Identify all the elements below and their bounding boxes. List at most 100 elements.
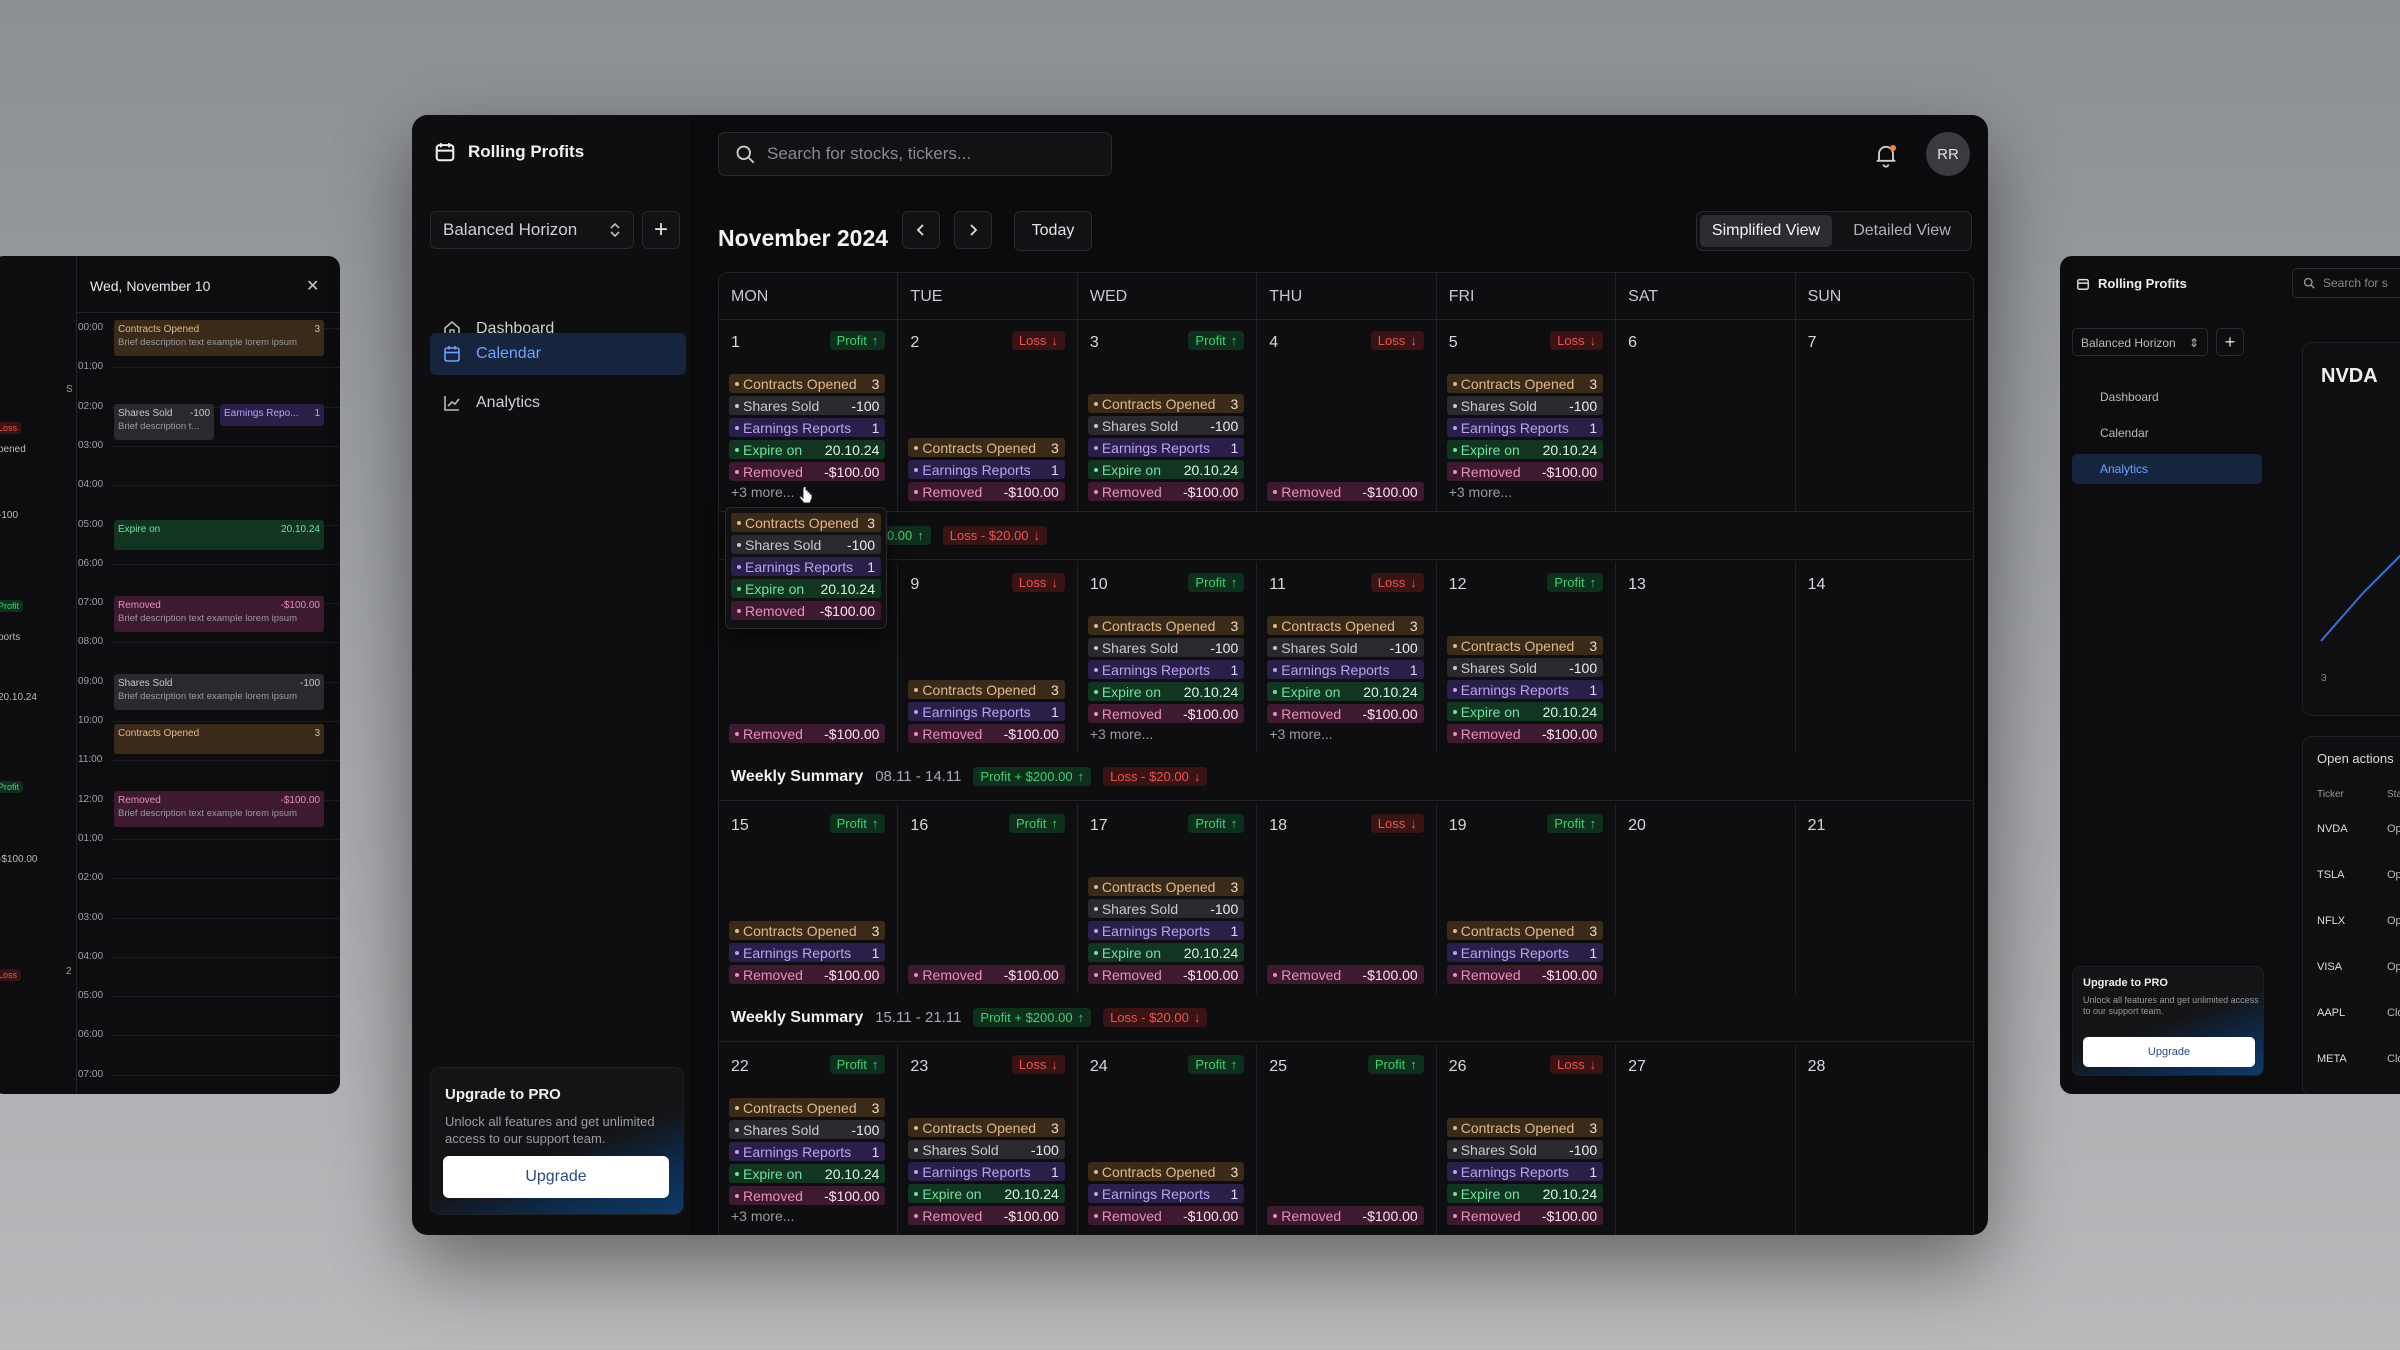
day-cell[interactable]: 9 Loss ↓ Contracts Opened 3 Earnings Reports 1… [898, 562, 1078, 754]
day-cell[interactable]: 15 Profit ↑ Contracts Opened 3 Earnings Repor… [719, 803, 899, 995]
item-er[interactable]: Earnings Reports 1 [1087, 660, 1245, 679]
day-cell[interactable]: 23 Loss ↓ Contracts Opened 3 Shares Sold -100 E… [898, 1044, 1078, 1235]
day-cell[interactable]: 12 Profit ↑ Contracts Opened 3 Shares Sold -10… [1436, 562, 1617, 754]
item-ex[interactable]: Expire on 20.10.24 [731, 579, 881, 598]
item-rm[interactable]: Removed -$100.00 [1267, 704, 1424, 723]
item-rm[interactable]: Removed -$100.00 [1446, 965, 1604, 984]
upgrade-button[interactable]: Upgrade [443, 1156, 669, 1198]
item-co[interactable]: Contracts Opened 3 [908, 680, 1065, 699]
item-ss[interactable]: Shares Sold -100 [1087, 416, 1245, 435]
item-ex[interactable]: Expire on 20.10.24 [1087, 460, 1245, 479]
sidebar-item-analytics[interactable]: Analytics [430, 382, 686, 424]
item-ss[interactable]: Shares Sold -100 [729, 1120, 886, 1139]
item-co[interactable]: Contracts Opened 3 [1446, 374, 1604, 393]
rp-nav-dashboard[interactable]: Dashboard [2100, 390, 2159, 404]
day-cell[interactable]: 10 Profit ↑ Contracts Opened 3 Shares Sold -10… [1077, 562, 1258, 754]
day-cell[interactable]: 14 [1795, 562, 1973, 754]
item-ex[interactable]: Expire on 20.10.24 [1087, 943, 1245, 962]
add-portfolio-button[interactable]: + [642, 211, 680, 249]
rp-nav-analytics[interactable]: Analytics [2072, 454, 2262, 484]
item-rm[interactable]: Removed -$100.00 [1087, 704, 1245, 723]
item-rm[interactable]: Removed -$100.00 [729, 965, 886, 984]
item-rm[interactable]: Removed -$100.00 [729, 462, 886, 481]
sidebar-item-calendar[interactable]: Calendar [430, 333, 686, 375]
close-icon[interactable]: ✕ [306, 278, 320, 295]
item-co[interactable]: Contracts Opened 3 [908, 438, 1065, 457]
item-er[interactable]: Earnings Reports 1 [908, 460, 1065, 479]
day-cell[interactable]: 1 Profit ↑ Contracts Opened 3 Shares Sold -100… [719, 320, 899, 512]
item-ss[interactable]: Shares Sold -100 [731, 535, 881, 554]
item-er[interactable]: Earnings Reports 1 [731, 557, 881, 576]
item-rm[interactable]: Removed -$100.00 [908, 482, 1065, 501]
day-cell[interactable]: 4 Loss ↓ Removed -$100.00 [1257, 320, 1437, 512]
timeline-event[interactable]: Expire on 20.10.24 [114, 520, 324, 550]
rp-nav-calendar[interactable]: Calendar [2100, 426, 2149, 440]
item-rm[interactable]: Removed -$100.00 [1446, 462, 1604, 481]
item-er[interactable]: Earnings Reports 1 [729, 943, 886, 962]
item-co[interactable]: Contracts Opened 3 [1446, 636, 1604, 655]
day-cell[interactable]: 6 [1616, 320, 1796, 512]
item-er[interactable]: Earnings Reports 1 [1446, 680, 1604, 699]
item-er[interactable]: Earnings Reports 1 [1446, 943, 1604, 962]
item-co[interactable]: Contracts Opened 3 [729, 374, 886, 393]
day-cell[interactable]: 2 Loss ↓ Contracts Opened 3 Earnings Reports 1… [898, 320, 1078, 512]
day-cell[interactable]: 19 Profit ↑ Contracts Opened 3 Earnings Repor… [1436, 803, 1617, 995]
item-rm[interactable]: Removed -$100.00 [908, 965, 1065, 984]
day-cell[interactable]: 5 Loss ↓ Contracts Opened 3 Shares Sold -100 Ea… [1436, 320, 1617, 512]
timeline-event[interactable]: Earnings Repo... 1 [220, 404, 324, 426]
item-er[interactable]: Earnings Reports 1 [1446, 1162, 1604, 1181]
item-co[interactable]: Contracts Opened 3 [908, 1118, 1065, 1137]
item-rm[interactable]: Removed -$100.00 [1087, 965, 1245, 984]
detailed-view-tab[interactable]: Detailed View [1853, 222, 1951, 239]
timeline-event[interactable]: Removed -$100.00 Brief description text ex… [114, 596, 324, 632]
timeline-event[interactable]: Removed -$100.00 Brief description text ex… [114, 791, 324, 827]
portfolio-select[interactable]: Balanced Horizon [430, 211, 634, 249]
item-co[interactable]: Contracts Opened 3 [1087, 877, 1245, 896]
day-cell[interactable]: 3 Profit ↑ Contracts Opened 3 Shares Sold -100… [1077, 320, 1258, 512]
day-cell[interactable]: 26 Loss ↓ Contracts Opened 3 Shares Sold -100 E… [1436, 1044, 1617, 1235]
item-co[interactable]: Contracts Opened 3 [731, 513, 881, 532]
day-cell[interactable]: 25 Profit ↑ Removed -$100.00 [1257, 1044, 1437, 1235]
prev-month-button[interactable] [902, 211, 940, 249]
more-link[interactable]: +3 more... [731, 484, 795, 500]
item-co[interactable]: Contracts Opened 3 [729, 921, 886, 940]
more-link[interactable]: +3 more... [1448, 484, 1513, 500]
item-rm[interactable]: Removed -$100.00 [1446, 1206, 1604, 1225]
day-cell[interactable]: 28 [1795, 1044, 1973, 1235]
item-ss[interactable]: Shares Sold -100 [1446, 396, 1604, 415]
timeline-event[interactable]: Contracts Opened 3 Brief description text … [114, 320, 324, 356]
item-ex[interactable]: Expire on 20.10.24 [1446, 440, 1604, 459]
item-rm[interactable]: Removed -$100.00 [1267, 482, 1424, 501]
day-cell[interactable]: 18 Loss ↓ Removed -$100.00 [1257, 803, 1437, 995]
rp-add-button[interactable]: + [2216, 328, 2244, 356]
next-month-button[interactable] [954, 211, 992, 249]
item-ex[interactable]: Expire on 20.10.24 [908, 1184, 1065, 1203]
day-cell[interactable]: 20 [1616, 803, 1796, 995]
day-cell[interactable]: 22 Profit ↑ Contracts Opened 3 Shares Sold -10… [719, 1044, 899, 1235]
day-cell[interactable]: 16 Profit ↑ Removed -$100.00 [898, 803, 1078, 995]
avatar[interactable]: RR [1926, 132, 1970, 176]
rp-search[interactable]: Search for s [2292, 268, 2400, 298]
item-co[interactable]: Contracts Opened 3 [1446, 1118, 1604, 1137]
day-cell[interactable]: 27 [1616, 1044, 1796, 1235]
item-er[interactable]: Earnings Reports 1 [729, 418, 886, 437]
item-er[interactable]: Earnings Reports 1 [1446, 418, 1604, 437]
search-input[interactable]: Search for stocks, tickers... [718, 132, 1112, 176]
item-rm[interactable]: Removed -$100.00 [729, 724, 886, 743]
rp-portfolio-select[interactable]: Balanced Horizon ⇕ [2072, 328, 2208, 356]
item-rm[interactable]: Removed -$100.00 [1267, 965, 1424, 984]
more-link[interactable]: +3 more... [1089, 726, 1154, 742]
item-ex[interactable]: Expire on 20.10.24 [1446, 702, 1604, 721]
item-er[interactable]: Earnings Reports 1 [1267, 660, 1424, 679]
rp-upgrade-button[interactable]: Upgrade [2083, 1037, 2255, 1067]
item-ss[interactable]: Shares Sold -100 [1267, 638, 1424, 657]
timeline-event[interactable]: Contracts Opened 3 [114, 724, 324, 754]
item-er[interactable]: Earnings Reports 1 [1087, 921, 1245, 940]
item-co[interactable]: Contracts Opened 3 [1087, 394, 1245, 413]
item-ex[interactable]: Expire on 20.10.24 [1446, 1184, 1604, 1203]
item-ss[interactable]: Shares Sold -100 [1087, 899, 1245, 918]
item-er[interactable]: Earnings Reports 1 [729, 1142, 886, 1161]
item-co[interactable]: Contracts Opened 3 [729, 1098, 886, 1117]
item-rm[interactable]: Removed -$100.00 [1267, 1206, 1424, 1225]
day-cell[interactable]: 11 Loss ↓ Contracts Opened 3 Shares Sold -100 E… [1257, 562, 1437, 754]
